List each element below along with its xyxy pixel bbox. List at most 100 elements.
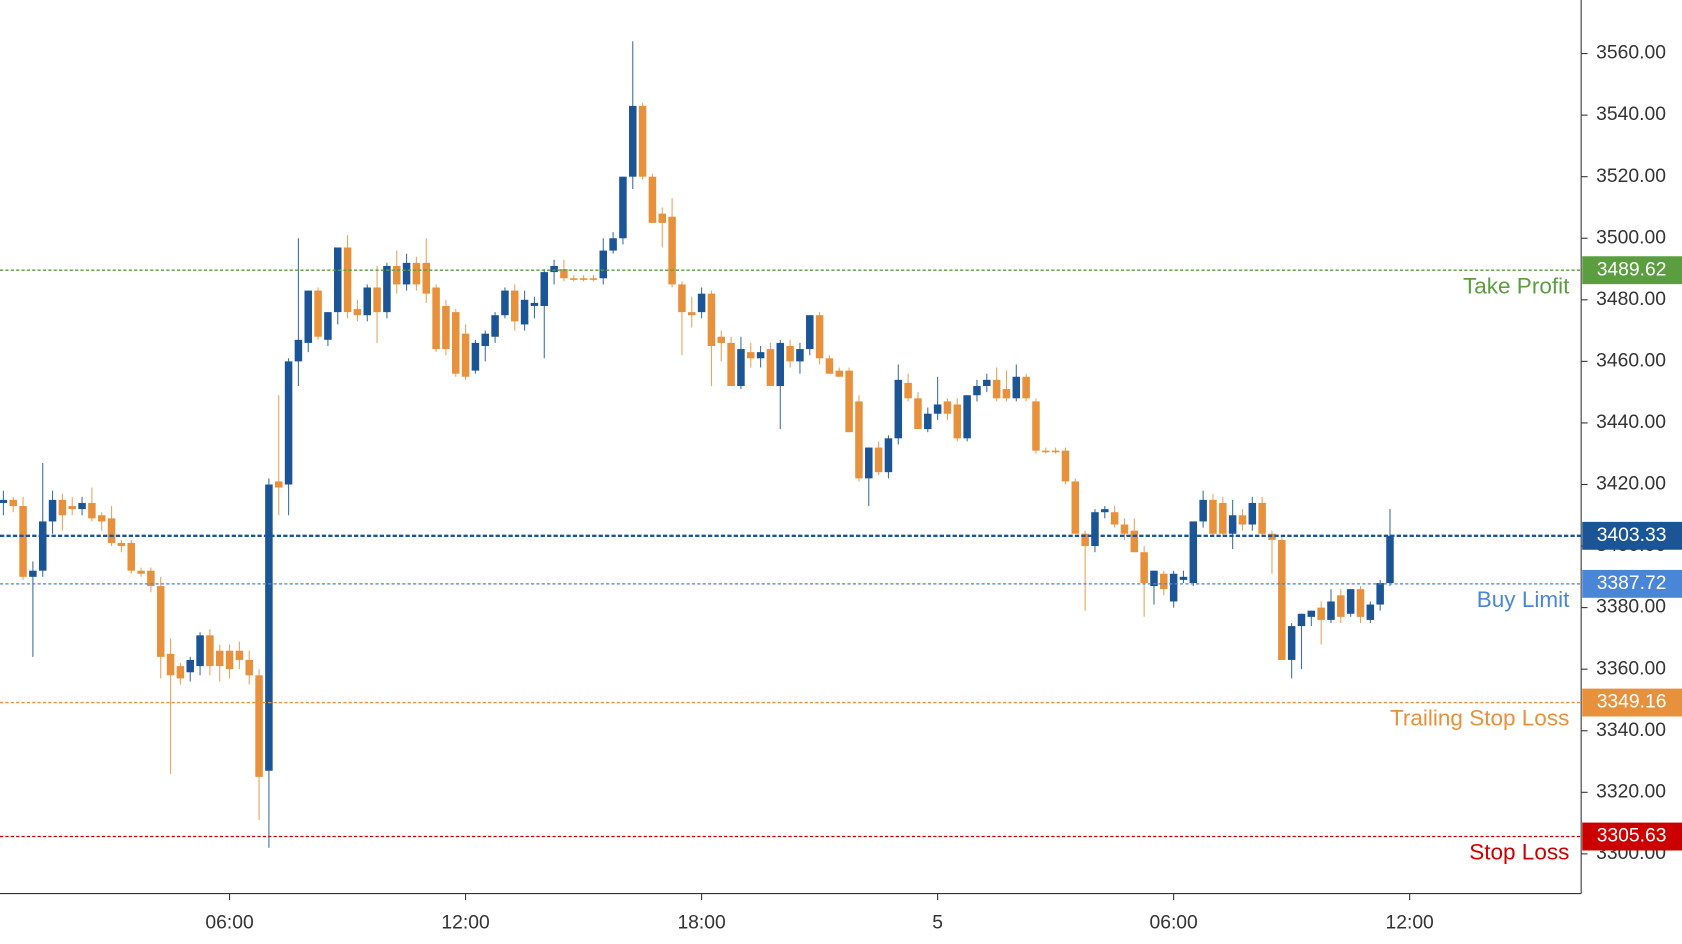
candle-body (1248, 502, 1257, 525)
candle-body (235, 650, 244, 660)
current-price-tag (1582, 521, 1682, 550)
candle-body (1317, 607, 1325, 620)
candle-body (451, 312, 460, 374)
candle-body (333, 247, 342, 313)
candle-body (1278, 539, 1286, 660)
candle-body (1071, 481, 1080, 534)
candle-body (904, 382, 912, 399)
candle-body (1366, 604, 1375, 620)
candle-body (1150, 570, 1158, 587)
candle-body (786, 345, 794, 362)
candle-body (668, 216, 676, 285)
candle-body (284, 361, 293, 485)
candle-body (924, 413, 932, 430)
candle-body (992, 379, 1001, 399)
candle-body (589, 278, 598, 280)
candle-body (166, 653, 175, 676)
candle-body (58, 499, 67, 516)
candle-body (894, 379, 903, 439)
candle-body (727, 342, 735, 386)
y-tick-label: 3480.00 (1596, 289, 1666, 310)
candle-body (1012, 376, 1021, 399)
order-line-name: Trailing Stop Loss (1390, 706, 1569, 731)
candle-body (422, 262, 431, 294)
order-tag-label: 3349.16 (1597, 692, 1667, 713)
x-tick-label: 12:00 (1386, 913, 1434, 934)
current-price-label: 3403.33 (1597, 525, 1667, 546)
candle-body (1130, 530, 1139, 553)
candle-body (196, 635, 204, 667)
order-tag (1582, 822, 1682, 851)
candle-body (1081, 533, 1089, 547)
candle-body (806, 315, 814, 350)
candle-body (540, 272, 549, 306)
candle-body (933, 404, 942, 414)
candle-body (1238, 515, 1247, 525)
candle-body (914, 398, 922, 430)
candle-body (1287, 626, 1296, 660)
candle-body (845, 370, 853, 433)
candle-body (943, 401, 952, 414)
order-tag-label: 3387.72 (1597, 573, 1667, 594)
candle-body (550, 265, 558, 273)
candle-body (363, 287, 371, 316)
candle-body (1307, 610, 1316, 617)
candle-body (1327, 601, 1335, 620)
candle-body (825, 358, 834, 374)
candle-body (392, 265, 401, 285)
candle-body (815, 315, 824, 359)
order-tag (1582, 569, 1682, 598)
candle-body (629, 105, 637, 177)
order-tag-label: 3305.63 (1597, 826, 1667, 847)
candle-body (461, 333, 470, 377)
candle-body (294, 339, 303, 362)
candle-body (570, 278, 578, 280)
order-tag-label: 3489.62 (1597, 259, 1667, 280)
candle-body (1189, 521, 1198, 583)
order-tag (1582, 688, 1682, 717)
order-tag (1582, 256, 1682, 285)
candle-body (658, 213, 667, 223)
candle-body (865, 447, 873, 479)
candle-body (1091, 512, 1099, 547)
candle-body (874, 447, 883, 473)
y-tick-label: 3460.00 (1596, 350, 1666, 371)
candle-body (353, 309, 362, 316)
candle-body (855, 401, 863, 479)
candle-body (156, 586, 165, 657)
candle-body (432, 287, 440, 350)
candle-body (501, 290, 509, 316)
candle-body (9, 499, 17, 507)
candle-body (206, 635, 214, 667)
candle-body (314, 290, 322, 337)
candle-body (579, 278, 588, 280)
candle-body (648, 176, 657, 223)
candle-body (274, 481, 283, 488)
candle-body (147, 570, 155, 587)
candle-body (1297, 613, 1306, 627)
candle-body (1346, 589, 1355, 614)
y-tick-label: 3560.00 (1596, 43, 1666, 64)
candle-body (481, 333, 490, 346)
candle-body (0, 499, 8, 503)
candle-body (78, 502, 86, 510)
candle-body (19, 506, 27, 577)
y-tick-label: 3500.00 (1596, 227, 1666, 248)
candle-body (373, 287, 381, 313)
candle-body (1337, 595, 1345, 617)
candle-body (1120, 524, 1129, 534)
candle-body (265, 484, 273, 771)
x-tick-label: 12:00 (441, 913, 489, 934)
x-tick-label: 18:00 (677, 913, 725, 934)
candle-body (1061, 450, 1070, 482)
candle-body (491, 315, 499, 337)
candle-body (304, 290, 312, 343)
candle-body (835, 370, 844, 377)
candle-body (1179, 576, 1188, 580)
y-tick-label: 3420.00 (1596, 474, 1666, 495)
candle-body (737, 349, 745, 386)
candle-body (1032, 401, 1040, 451)
candle-body (471, 342, 480, 371)
candle-body (884, 438, 893, 473)
candle-body (107, 518, 116, 543)
